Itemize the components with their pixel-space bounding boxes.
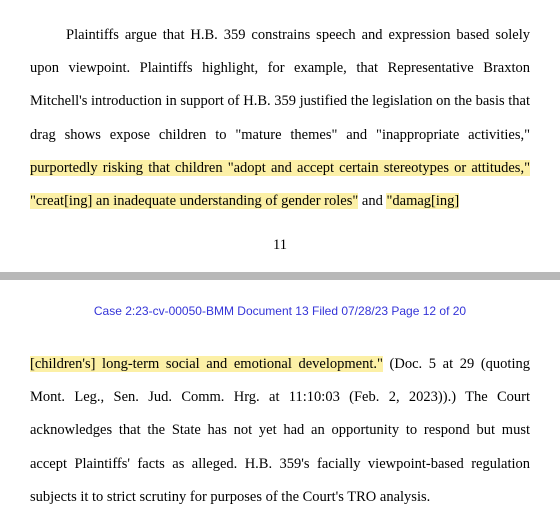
plain-text-3: (Doc. 5 at 29 (quoting Mont. Leg., Sen. … xyxy=(30,356,530,505)
highlight-3: "damag[ing] xyxy=(386,193,459,209)
plain-text-2: and xyxy=(358,193,386,209)
case-header: Case 2:23-cv-00050-BMM Document 13 Filed… xyxy=(0,304,560,318)
paragraph-upper: Plaintiffs argue that H.B. 359 constrain… xyxy=(30,19,530,219)
paragraph-lower: [children's] long-term social and emotio… xyxy=(30,348,530,514)
lower-page-text: [children's] long-term social and emotio… xyxy=(0,348,560,514)
upper-page-text: Plaintiffs argue that H.B. 359 constrain… xyxy=(0,19,560,219)
page-divider xyxy=(0,272,560,280)
highlight-2: "creat[ing] an inadequate understanding … xyxy=(30,193,358,209)
highlight-1: purportedly risking that children "adopt… xyxy=(30,160,530,176)
highlight-4: [children's] long-term social and emotio… xyxy=(30,356,383,372)
page-number: 11 xyxy=(0,237,560,254)
plain-text: Plaintiffs argue that H.B. 359 constrain… xyxy=(30,27,530,143)
